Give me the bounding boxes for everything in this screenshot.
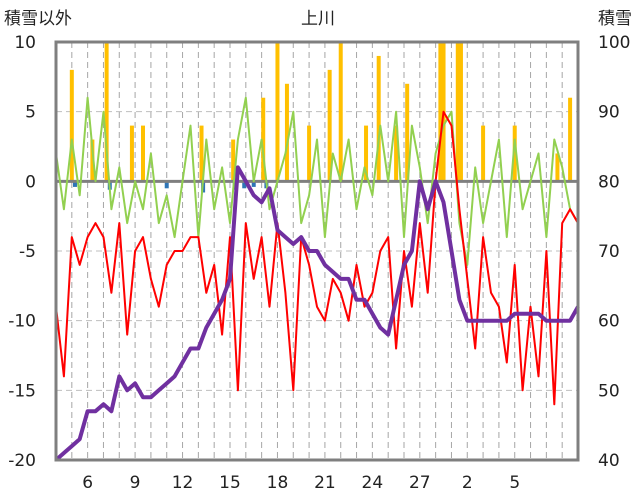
x-tick-label: 21 <box>314 473 336 493</box>
precipitation-bar <box>261 97 266 182</box>
negative-bar <box>251 181 256 187</box>
precipitation-bar <box>69 69 74 182</box>
right-axis-ticks: 100 90 80 70 60 50 40 <box>598 33 630 471</box>
left-axis-label: 積雪以外 <box>4 9 72 29</box>
precipitation-bar <box>275 42 280 182</box>
left-axis-ticks: 10 5 0 -5 -10 -15 -20 <box>8 33 36 471</box>
precipitation-bar <box>405 83 410 182</box>
precipitation-bar <box>455 42 460 182</box>
left-tick-label: 0 <box>25 172 36 192</box>
precipitation-bar <box>231 139 236 182</box>
right-axis-label: 積雪 <box>598 9 632 29</box>
precipitation-bar <box>438 42 443 182</box>
chart-title: 上川 <box>301 9 335 29</box>
precipitation-bar <box>555 153 560 182</box>
left-tick-label: 5 <box>25 103 36 123</box>
precipitation-bar <box>307 125 312 182</box>
x-tick-label: 18 <box>267 473 289 493</box>
precipitation-bar <box>568 97 573 182</box>
precipitation-bar <box>90 139 95 182</box>
negative-bar <box>242 181 247 189</box>
x-tick-label: 6 <box>82 473 93 493</box>
left-tick-label: -5 <box>19 242 36 262</box>
right-tick-label: 100 <box>598 33 630 53</box>
x-tick-label: 24 <box>362 473 384 493</box>
x-tick-label: 9 <box>130 473 141 493</box>
snow-depth-line <box>54 165 580 462</box>
series-lines <box>54 96 580 462</box>
left-tick-label: -10 <box>8 312 36 332</box>
right-tick-label: 60 <box>598 312 620 332</box>
x-tick-label: 27 <box>409 473 431 493</box>
x-axis-ticks: 6 9 12 15 18 21 24 27 2 5 <box>82 473 520 493</box>
precipitation-bar <box>129 125 134 182</box>
negative-bar <box>164 181 169 189</box>
right-tick-label: 50 <box>598 381 620 401</box>
precipitation-bar <box>284 83 289 182</box>
x-tick-label: 12 <box>172 473 194 493</box>
left-tick-label: 10 <box>14 33 36 53</box>
x-tick-label: 2 <box>462 473 473 493</box>
x-tick-label: 15 <box>219 473 241 493</box>
right-tick-label: 80 <box>598 172 620 192</box>
precipitation-bar <box>104 42 109 182</box>
negative-bar <box>72 181 77 187</box>
precipitation-bar <box>481 125 486 182</box>
left-tick-label: -15 <box>8 381 36 401</box>
precipitation-bar <box>199 125 204 182</box>
precipitation-bar <box>327 69 332 182</box>
precipitation-bar <box>141 125 145 182</box>
precipitation-bar <box>338 42 343 182</box>
temperature-max-line <box>55 96 579 266</box>
precipitation-bar <box>458 42 463 182</box>
precipitation-bar <box>364 125 369 182</box>
right-tick-label: 40 <box>598 451 620 471</box>
plot-frame <box>54 40 580 462</box>
left-tick-label: -20 <box>8 451 36 471</box>
precipitation-bar <box>376 55 381 182</box>
x-tick-label: 5 <box>509 473 520 493</box>
precipitation-bar <box>512 125 517 182</box>
right-tick-label: 70 <box>598 242 620 262</box>
precipitation-bar <box>394 125 399 182</box>
right-tick-label: 90 <box>598 103 620 123</box>
temperature-min-line <box>55 110 579 406</box>
